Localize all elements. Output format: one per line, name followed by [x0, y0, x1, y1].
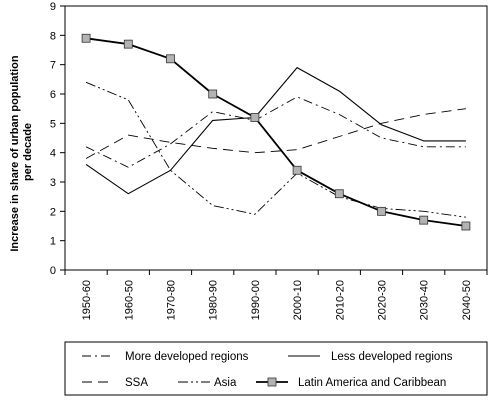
- data-point-marker: [250, 113, 260, 122]
- data-point-marker: [81, 33, 91, 43]
- y-tick-label: 6: [50, 89, 56, 101]
- series-less-developed-regions: [85, 67, 466, 195]
- series-layer: [81, 33, 471, 231]
- data-point-marker: [166, 54, 175, 64]
- legend: More developed regions Less developed reg…: [64, 341, 488, 396]
- y-tick-label: 4: [50, 148, 56, 160]
- y-axis-title-line-1: Increase in share of urban population: [9, 55, 21, 251]
- x-tick-label: 2030-40: [419, 280, 431, 320]
- series-ssa: [85, 108, 466, 159]
- legend-marker: [267, 377, 277, 387]
- legend-frame: [64, 341, 488, 396]
- legend-label: Less developed regions: [331, 351, 453, 363]
- legend-item-asia: Asia: [178, 377, 237, 389]
- data-point-marker: [208, 89, 218, 99]
- x-tick-label: 1960-50: [123, 280, 135, 320]
- series-latin-america-and-caribbean: [81, 33, 471, 231]
- data-point-marker: [377, 206, 386, 216]
- x-tick-label: 1990-00: [250, 280, 262, 320]
- x-tick-label: 1980-90: [208, 280, 220, 320]
- series-more-developed-regions: [85, 96, 466, 168]
- series-line: [85, 108, 466, 159]
- legend-item-less-developed-regions: Less developed regions: [288, 351, 453, 363]
- series-line: [85, 81, 466, 218]
- y-tick-label: 1: [50, 236, 56, 248]
- y-axis-title: Increase in share of urban population pe…: [9, 52, 34, 251]
- data-point-marker: [461, 221, 471, 231]
- series-line: [85, 96, 466, 168]
- y-axis-title-line-2: per decade: [22, 123, 34, 181]
- chart-axes: 0 1 2 3 4 5 6 7 8 9 1950-60 1960-50 1970-80 1980-90 19…: [50, 1, 488, 320]
- y-tick-label: 7: [50, 60, 56, 72]
- x-tick-label: 2000-10: [292, 280, 304, 320]
- y-tick-label: 8: [50, 30, 56, 42]
- series-line: [85, 37, 467, 227]
- data-point-marker: [419, 215, 429, 225]
- series-asia: [85, 81, 466, 218]
- legend-item-ssa: SSA: [82, 377, 148, 389]
- x-tick-label: 2040-50: [461, 280, 473, 320]
- data-point-marker: [334, 189, 344, 199]
- legend-label: More developed regions: [125, 351, 249, 363]
- x-tick-label: 2010-20: [334, 280, 346, 320]
- y-tick-label: 9: [50, 1, 56, 13]
- legend-item-latin-america-and-caribbean: Latin America and Caribbean: [256, 377, 446, 389]
- y-tick-label: 2: [50, 206, 56, 218]
- data-point-marker: [123, 39, 133, 49]
- legend-label: SSA: [125, 377, 148, 389]
- legend-label: Asia: [214, 377, 237, 389]
- x-tick-label: 1950-60: [81, 280, 93, 320]
- legend-label: Latin America and Caribbean: [298, 377, 446, 389]
- y-tick-label: 3: [50, 177, 56, 189]
- x-tick-label: 2020-30: [377, 280, 389, 320]
- y-tick-label: 0: [50, 265, 56, 277]
- legend-item-more-developed-regions: More developed regions: [82, 351, 249, 363]
- data-point-marker: [292, 165, 302, 175]
- x-tick-label: 1970-80: [166, 280, 178, 320]
- y-tick-label: 5: [50, 118, 56, 130]
- series-line: [85, 67, 466, 195]
